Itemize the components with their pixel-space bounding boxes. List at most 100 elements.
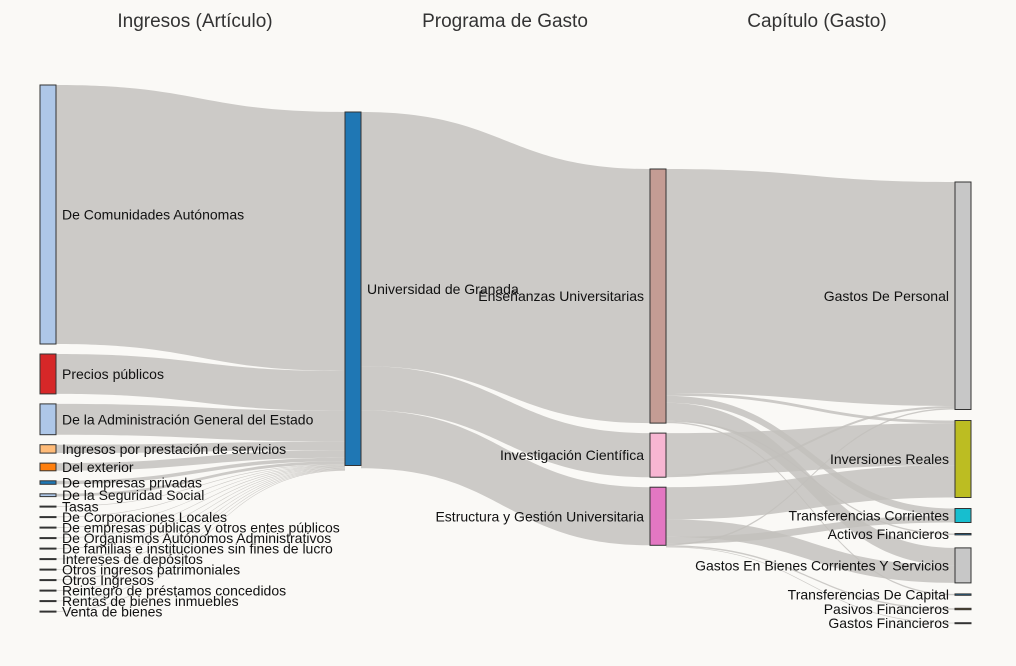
node-label-comunidades: De Comunidades Autónomas: [62, 207, 244, 223]
node-rentas[interactable]: [39, 600, 57, 603]
node-familias[interactable]: [39, 547, 57, 550]
node-gfinancieros[interactable]: [954, 622, 972, 625]
node-label-prestacion: Ingresos por prestación de servicios: [62, 441, 286, 457]
node-label-transfcap: Transferencias De Capital: [788, 587, 949, 603]
node-investigacion[interactable]: [649, 432, 667, 478]
node-label-familias: De familias e instituciones sin fines de…: [62, 541, 333, 557]
link-ensenanzas-to-inversiones[interactable]: [666, 393, 955, 424]
node-bienes[interactable]: [954, 547, 972, 584]
node-label-estructura: Estructura y Gestión Universitaria: [435, 508, 644, 524]
node-seguridad[interactable]: [39, 493, 57, 498]
node-label-intereses: Intereses de depósitos: [62, 551, 203, 567]
link-rentas-to-ugr[interactable]: [56, 469, 345, 602]
node-ensenanzas[interactable]: [649, 168, 667, 424]
node-label-pasivos: Pasivos Financieros: [824, 601, 949, 617]
link-estructura-to-personal[interactable]: [666, 408, 955, 546]
node-label-transfcorr: Transferencias Corrientes: [788, 508, 949, 524]
link-estructura-to-transfcorr[interactable]: [666, 515, 955, 544]
link-empresaspublicas-to-ugr[interactable]: [56, 465, 345, 528]
node-transfcorr[interactable]: [954, 508, 972, 523]
node-venta[interactable]: [39, 610, 57, 613]
node-comunidades[interactable]: [39, 84, 57, 345]
link-investigacion-to-personal[interactable]: [666, 406, 955, 478]
link-comunidades-to-ugr[interactable]: [56, 85, 345, 371]
link-age-to-ugr[interactable]: [56, 403, 345, 442]
link-intereses-to-ugr[interactable]: [56, 467, 345, 560]
link-organismos-to-ugr[interactable]: [56, 465, 345, 539]
node-age[interactable]: [39, 403, 57, 436]
link-otros-to-ugr[interactable]: [56, 468, 345, 581]
link-ugr-to-estructura[interactable]: [361, 410, 650, 546]
link-seguridad-to-ugr[interactable]: [56, 461, 345, 497]
labels-layer: De Comunidades Autónomas Precios públicos…: [62, 207, 949, 632]
node-label-empresaspublicas: De empresas públicas y otros entes públi…: [62, 520, 340, 536]
node-label-tasas: Tasas: [62, 499, 99, 515]
link-ugr-to-ensenanzas[interactable]: [361, 112, 650, 424]
node-ugr[interactable]: [344, 111, 362, 466]
node-intereses[interactable]: [39, 558, 57, 561]
node-label-otrospatrimoniales: Otros ingresos patrimoniales: [62, 562, 240, 578]
link-estructura-to-inversiones[interactable]: [666, 465, 955, 520]
node-otrospatrimoniales[interactable]: [39, 568, 57, 571]
link-reintegro-to-ugr[interactable]: [56, 468, 345, 591]
node-label-bienes: Gastos En Bienes Corrientes Y Servicios: [695, 557, 949, 573]
titles-layer: Ingresos (Artículo) Programa de Gasto Ca…: [117, 11, 886, 32]
link-prestacion-to-ugr[interactable]: [56, 441, 345, 454]
node-inversiones[interactable]: [954, 420, 972, 498]
link-ensenanzas-to-personal[interactable]: [666, 169, 955, 406]
link-empresas-to-ugr[interactable]: [56, 457, 345, 485]
link-estructura-to-pasivos[interactable]: [666, 545, 955, 610]
nodes-layer: [39, 84, 972, 625]
node-label-precios: Precios públicos: [62, 366, 164, 382]
node-label-age: De la Administración General del Estado: [62, 411, 314, 427]
node-label-rentas: Rentas de bienes inmuebles: [62, 593, 239, 609]
node-activos[interactable]: [954, 533, 972, 536]
node-label-organismos: De Organismos Autónomos Administrativos: [62, 530, 331, 546]
column-title-ingresos: Ingresos (Artículo): [117, 11, 272, 32]
node-label-corporaciones: De Corporaciones Locales: [62, 509, 227, 525]
node-label-empresas: De empresas privadas: [62, 475, 202, 491]
node-prestacion[interactable]: [39, 444, 57, 454]
links-layer: [56, 85, 955, 624]
node-label-gfinancieros: Gastos Financieros: [828, 615, 949, 631]
link-investigacion-to-inversiones[interactable]: [666, 423, 955, 476]
node-label-venta: Venta de bienes: [62, 604, 162, 620]
link-ensenanzas-to-transfcap[interactable]: [666, 421, 955, 596]
link-exterior-to-ugr[interactable]: [56, 450, 345, 471]
node-precios[interactable]: [39, 353, 57, 395]
node-label-investigacion: Investigación Científica: [500, 447, 644, 463]
node-empresas[interactable]: [39, 480, 57, 485]
node-label-ensenanzas: Enseñanzas Universitarias: [478, 288, 644, 304]
node-transfcap[interactable]: [954, 593, 972, 596]
node-corporaciones[interactable]: [39, 516, 57, 519]
link-tasas-to-ugr[interactable]: [56, 464, 345, 507]
link-corporaciones-to-ugr[interactable]: [56, 464, 345, 518]
node-pasivos[interactable]: [954, 607, 972, 611]
node-label-otros: Otros Ingresos: [62, 572, 154, 588]
node-reintegro[interactable]: [39, 589, 57, 592]
node-exterior[interactable]: [39, 462, 57, 472]
column-title-capitulo: Capítulo (Gasto): [747, 11, 886, 32]
link-venta-to-ugr[interactable]: [56, 470, 345, 612]
node-label-seguridad: De la Seguridad Social: [62, 487, 204, 503]
node-personal[interactable]: [954, 181, 972, 410]
node-label-ugr: Universidad de Granada: [367, 281, 519, 297]
node-label-exterior: Del exterior: [62, 459, 134, 475]
link-ugr-to-investigacion[interactable]: [361, 366, 650, 478]
node-empresaspublicas[interactable]: [39, 526, 57, 529]
link-estructura-to-gfinancieros[interactable]: [666, 546, 955, 624]
column-title-programa: Programa de Gasto: [422, 11, 588, 32]
link-precios-to-ugr[interactable]: [56, 354, 345, 411]
node-estructura[interactable]: [649, 486, 667, 546]
node-label-inversiones: Inversiones Reales: [830, 451, 949, 467]
link-familias-to-ugr[interactable]: [56, 466, 345, 549]
node-label-personal: Gastos De Personal: [824, 288, 949, 304]
link-otrospatrimoniales-to-ugr[interactable]: [56, 467, 345, 570]
node-otros[interactable]: [39, 579, 57, 582]
node-organismos[interactable]: [39, 537, 57, 540]
node-label-reintegro: Reintegro de préstamos concedidos: [62, 583, 286, 599]
node-tasas[interactable]: [39, 505, 57, 508]
node-label-activos: Activos Financieros: [828, 526, 949, 542]
